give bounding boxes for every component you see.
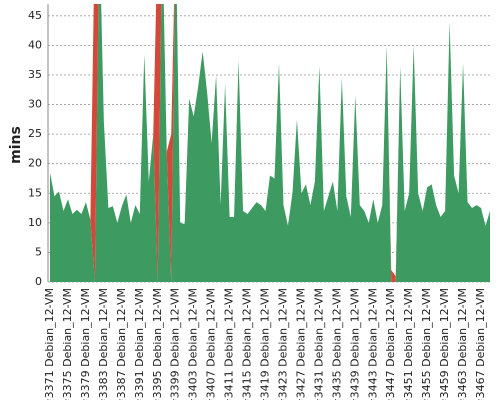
x-tick-label: #3443 Debian_12-VM: [366, 288, 379, 400]
y-tick-label: 10: [28, 216, 42, 229]
x-tick-label: #3391 Debian_12-VM: [133, 288, 146, 400]
x-tick-label: #3435 Debian_12-VM: [330, 288, 343, 400]
x-tick-label: #3427 Debian_12-VM: [294, 288, 307, 400]
x-tick-label: #3383 Debian_12-VM: [97, 288, 110, 400]
x-tick-label: #3387 Debian_12-VM: [115, 288, 128, 400]
area: [50, 4, 490, 282]
x-tick-label: #3459 Debian_12-VM: [438, 288, 451, 400]
y-tick-label: 15: [28, 186, 42, 199]
y-tick-label: 30: [28, 98, 42, 111]
x-tick-label: #3399 Debian_12-VM: [169, 288, 182, 400]
y-tick-label: 20: [28, 157, 42, 170]
y-tick-label: 40: [28, 38, 42, 51]
x-tick-label: #3451 Debian_12-VM: [402, 288, 415, 400]
x-tick-label: #3439 Debian_12-VM: [348, 288, 361, 400]
x-tick-label: #3411 Debian_12-VM: [223, 288, 236, 400]
x-tick-label: #3431 Debian_12-VM: [312, 288, 325, 400]
x-tick-label: #3419 Debian_12-VM: [259, 288, 272, 400]
y-tick-label: 35: [28, 68, 42, 81]
x-tick-label: #3415 Debian_12-VM: [241, 288, 254, 400]
x-tick-label: #3455 Debian_12-VM: [420, 288, 433, 400]
x-tick-label: #3463 Debian_12-VM: [456, 288, 469, 400]
y-tick-label: 45: [28, 9, 42, 22]
x-tick-label: #3379 Debian_12-VM: [79, 288, 92, 400]
x-tick-label: #3371 Debian_12-VM: [43, 288, 56, 400]
x-tick-label: #3447 Debian_12-VM: [384, 288, 397, 400]
y-tick-label: 5: [35, 245, 42, 258]
y-tick-label: 0: [35, 275, 42, 288]
x-tick-label: #3375 Debian_12-VM: [61, 288, 74, 400]
x-tick-label: #3395 Debian_12-VM: [151, 288, 164, 400]
x-tick-label: #3423 Debian_12-VM: [276, 288, 289, 400]
area: [50, 4, 490, 282]
y-tick-label: 25: [28, 127, 42, 140]
x-tick-label: #3467 Debian_12-VM: [474, 288, 487, 400]
y-axis-label: mins: [8, 126, 24, 164]
x-tick-label: #3407 Debian_12-VM: [205, 288, 218, 400]
x-tick-label: #3403 Debian_12-VM: [187, 288, 200, 400]
